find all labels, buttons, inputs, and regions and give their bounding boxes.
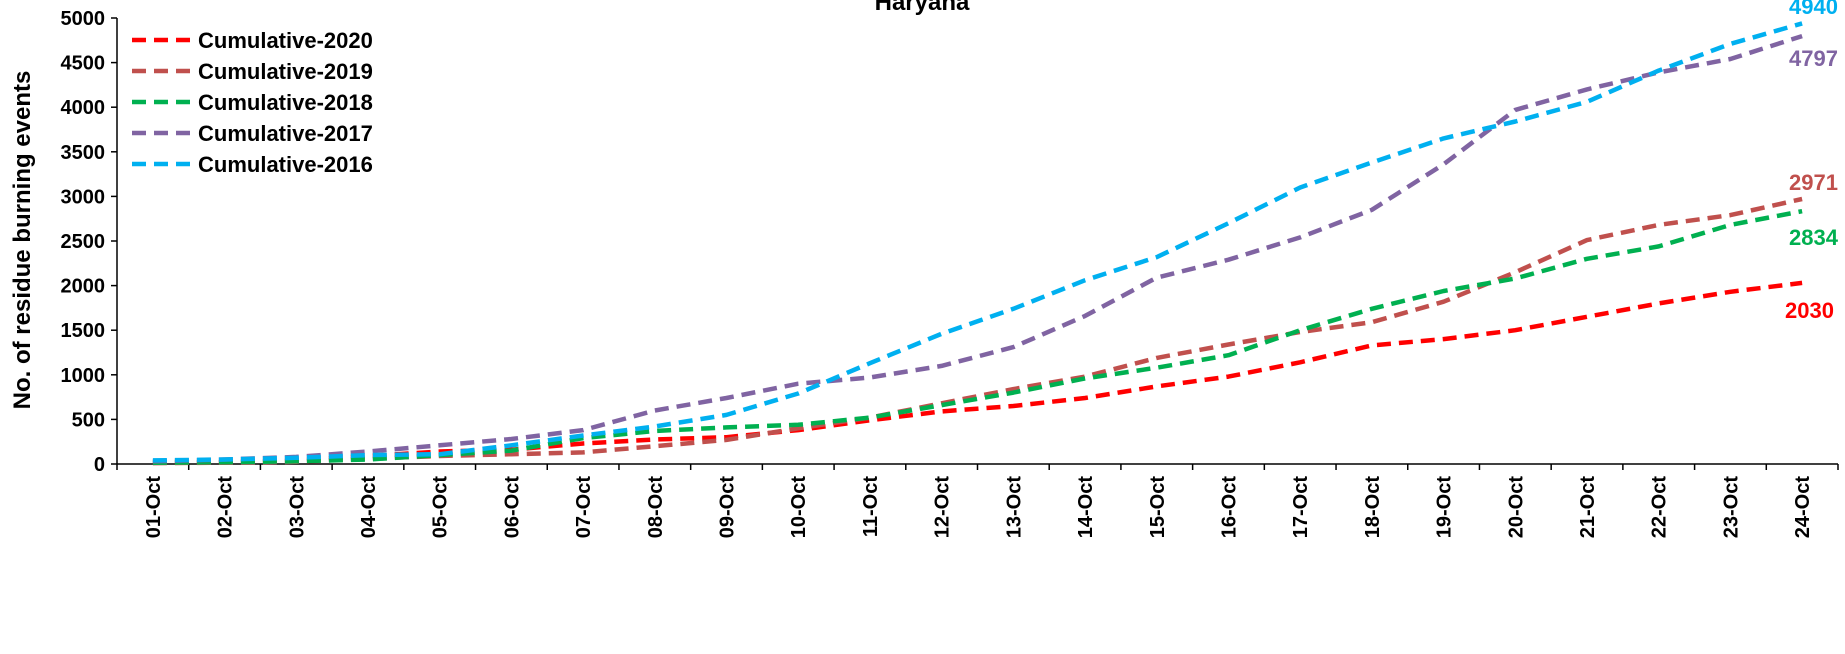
x-tick-label: 10-Oct <box>788 476 810 539</box>
y-tick-label: 1000 <box>61 365 106 387</box>
data-label-end: 2030 <box>1785 298 1834 323</box>
x-tick-label: 06-Oct <box>501 476 523 539</box>
x-tick-label: 11-Oct <box>860 476 882 537</box>
y-tick-label: 4000 <box>61 97 106 119</box>
y-tick-label: 2500 <box>61 231 106 253</box>
x-axis-ticks: 01-Oct 02-Oct 03-Oct 04-Oct 05-Oct 06-Oct 07-O… <box>116 464 1839 539</box>
y-tick-label: 1500 <box>61 320 106 342</box>
series-line-cumulative-2017 <box>152 33 1803 464</box>
y-tick-label: 0 <box>94 454 105 476</box>
series-lines <box>152 21 1803 466</box>
legend-label: Cumulative-2016 <box>198 152 373 177</box>
legend-label: Cumulative-2020 <box>198 28 373 53</box>
data-label-end: 2971 <box>1789 170 1838 195</box>
x-tick-label: 16-Oct <box>1218 476 1240 539</box>
x-tick-label: 24-Oct <box>1792 476 1814 539</box>
x-tick-label: 05-Oct <box>430 476 452 539</box>
x-tick-label: 20-Oct <box>1505 476 1527 539</box>
x-tick-label: 22-Oct <box>1649 476 1671 539</box>
legend-label: Cumulative-2018 <box>198 90 373 115</box>
x-tick-label: 08-Oct <box>645 476 667 539</box>
y-axis-label: No. of residue burning events <box>9 71 36 410</box>
data-label-end: 2834 <box>1789 225 1839 250</box>
x-tick-label: 07-Oct <box>573 476 595 539</box>
series-line-cumulative-2019 <box>152 196 1803 466</box>
y-tick-label: 2000 <box>61 276 106 298</box>
y-tick-label: 500 <box>72 409 105 431</box>
chart-title: Haryana <box>875 0 970 16</box>
x-tick-label: 15-Oct <box>1147 476 1169 539</box>
series-line-cumulative-2018 <box>152 208 1803 465</box>
x-tick-label: 12-Oct <box>932 476 954 539</box>
x-tick-label: 04-Oct <box>358 476 380 539</box>
legend: Cumulative-2020 Cumulative-2019 Cumulative… <box>132 28 373 177</box>
x-tick-label: 01-Oct <box>143 476 165 539</box>
data-label-end: 4940 <box>1789 0 1838 19</box>
end-labels: 2030 2971 2834 4797 4940 <box>1785 0 1839 323</box>
y-tick-label: 3500 <box>61 142 106 164</box>
y-axis-ticks: 0 500 1000 1500 2000 2500 3000 3500 4000 4500 5000 <box>61 8 117 476</box>
x-tick-label: 14-Oct <box>1075 476 1097 539</box>
x-tick-label: 17-Oct <box>1290 476 1312 539</box>
series-line-cumulative-2020 <box>152 280 1803 465</box>
y-tick-label: 4500 <box>61 53 106 75</box>
legend-label: Cumulative-2019 <box>198 59 373 84</box>
data-label-end: 4797 <box>1789 46 1838 71</box>
x-tick-label: 19-Oct <box>1434 476 1456 539</box>
series-line-cumulative-2016 <box>152 21 1803 463</box>
x-tick-label: 23-Oct <box>1720 476 1742 539</box>
legend-label: Cumulative-2017 <box>198 121 373 146</box>
x-tick-label: 21-Oct <box>1577 476 1599 539</box>
x-tick-label: 03-Oct <box>286 476 308 539</box>
y-tick-label: 3000 <box>61 186 106 208</box>
x-tick-label: 09-Oct <box>717 476 739 539</box>
x-tick-label: 02-Oct <box>215 476 237 539</box>
y-tick-label: 5000 <box>61 8 106 30</box>
x-tick-label: 18-Oct <box>1362 476 1384 539</box>
x-tick-label: 13-Oct <box>1003 476 1025 539</box>
